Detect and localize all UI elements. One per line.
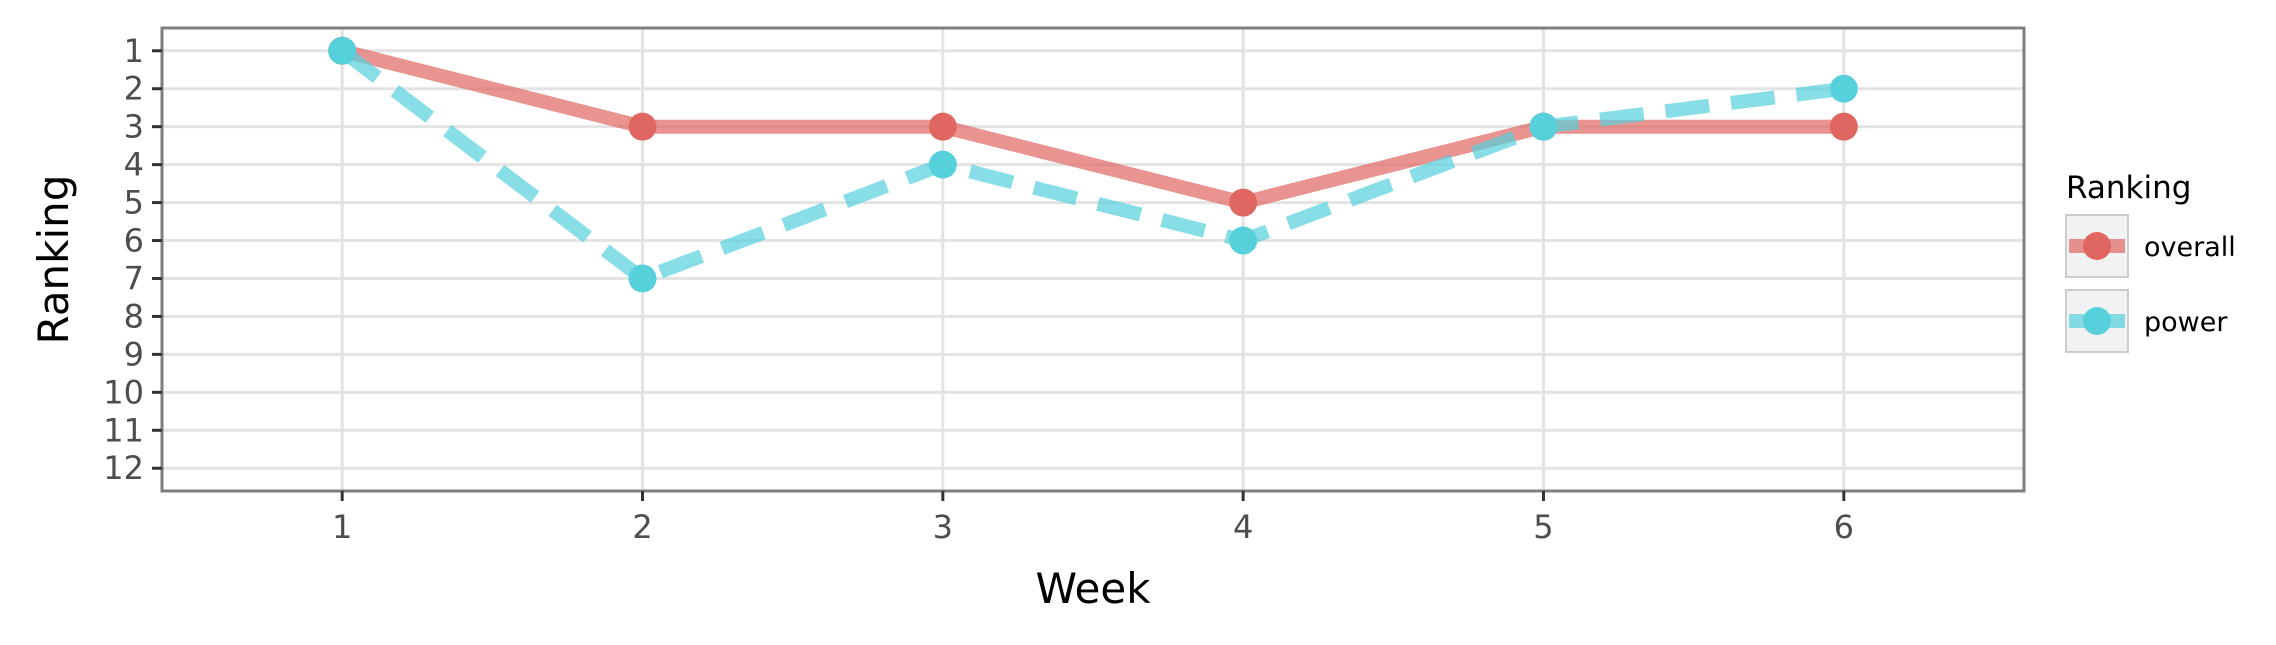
legend-label: overall [2144, 232, 2236, 263]
y-axis-title: Ranking [29, 175, 78, 345]
legend-label: power [2144, 307, 2228, 338]
x-tick-label: 2 [632, 508, 652, 546]
series-line-overall [340, 44, 1844, 210]
x-tick-label: 1 [332, 508, 352, 546]
x-tick-label: 5 [1533, 508, 1553, 546]
data-point-power [1529, 112, 1558, 141]
x-tick-label: 3 [933, 508, 953, 546]
y-tick-label: 4 [124, 146, 144, 184]
data-point-power [628, 264, 657, 293]
grid-lines [162, 28, 2024, 491]
data-point-power [1229, 226, 1258, 255]
data-point-overall [928, 112, 957, 141]
y-tick-label: 8 [124, 297, 144, 335]
data-point-power [328, 36, 357, 65]
legend-title: Ranking [2066, 170, 2191, 206]
y-tick-label: 6 [124, 222, 144, 260]
legend-key-point [2083, 307, 2111, 335]
series-lines [337, 44, 1845, 286]
data-point-overall [1829, 112, 1858, 141]
y-tick-label: 2 [124, 70, 144, 108]
y-tick-label: 10 [103, 373, 144, 411]
y-tick-label: 3 [124, 108, 144, 146]
x-tick-label: 6 [1834, 508, 1854, 546]
data-point-power [928, 150, 957, 179]
legend-key-point [2083, 232, 2111, 260]
x-tick-label: 4 [1233, 508, 1253, 546]
y-tick-label: 7 [124, 259, 144, 297]
legend-item-power: power [2065, 289, 2228, 353]
y-tick-label: 11 [103, 411, 144, 449]
y-tick-label: 5 [124, 184, 144, 222]
y-tick-label: 9 [124, 335, 144, 373]
plot-frame [160, 26, 2026, 493]
data-point-overall [1229, 188, 1258, 217]
legend: Ranking overall power [2065, 170, 2236, 353]
legend-item-overall: overall [2065, 214, 2236, 278]
x-axis-title: Week [1035, 564, 1151, 613]
data-point-power [1829, 74, 1858, 103]
y-tick-label: 1 [124, 32, 144, 70]
y-tick-label: 12 [103, 449, 144, 487]
series-points [328, 36, 1858, 293]
data-point-overall [628, 112, 657, 141]
